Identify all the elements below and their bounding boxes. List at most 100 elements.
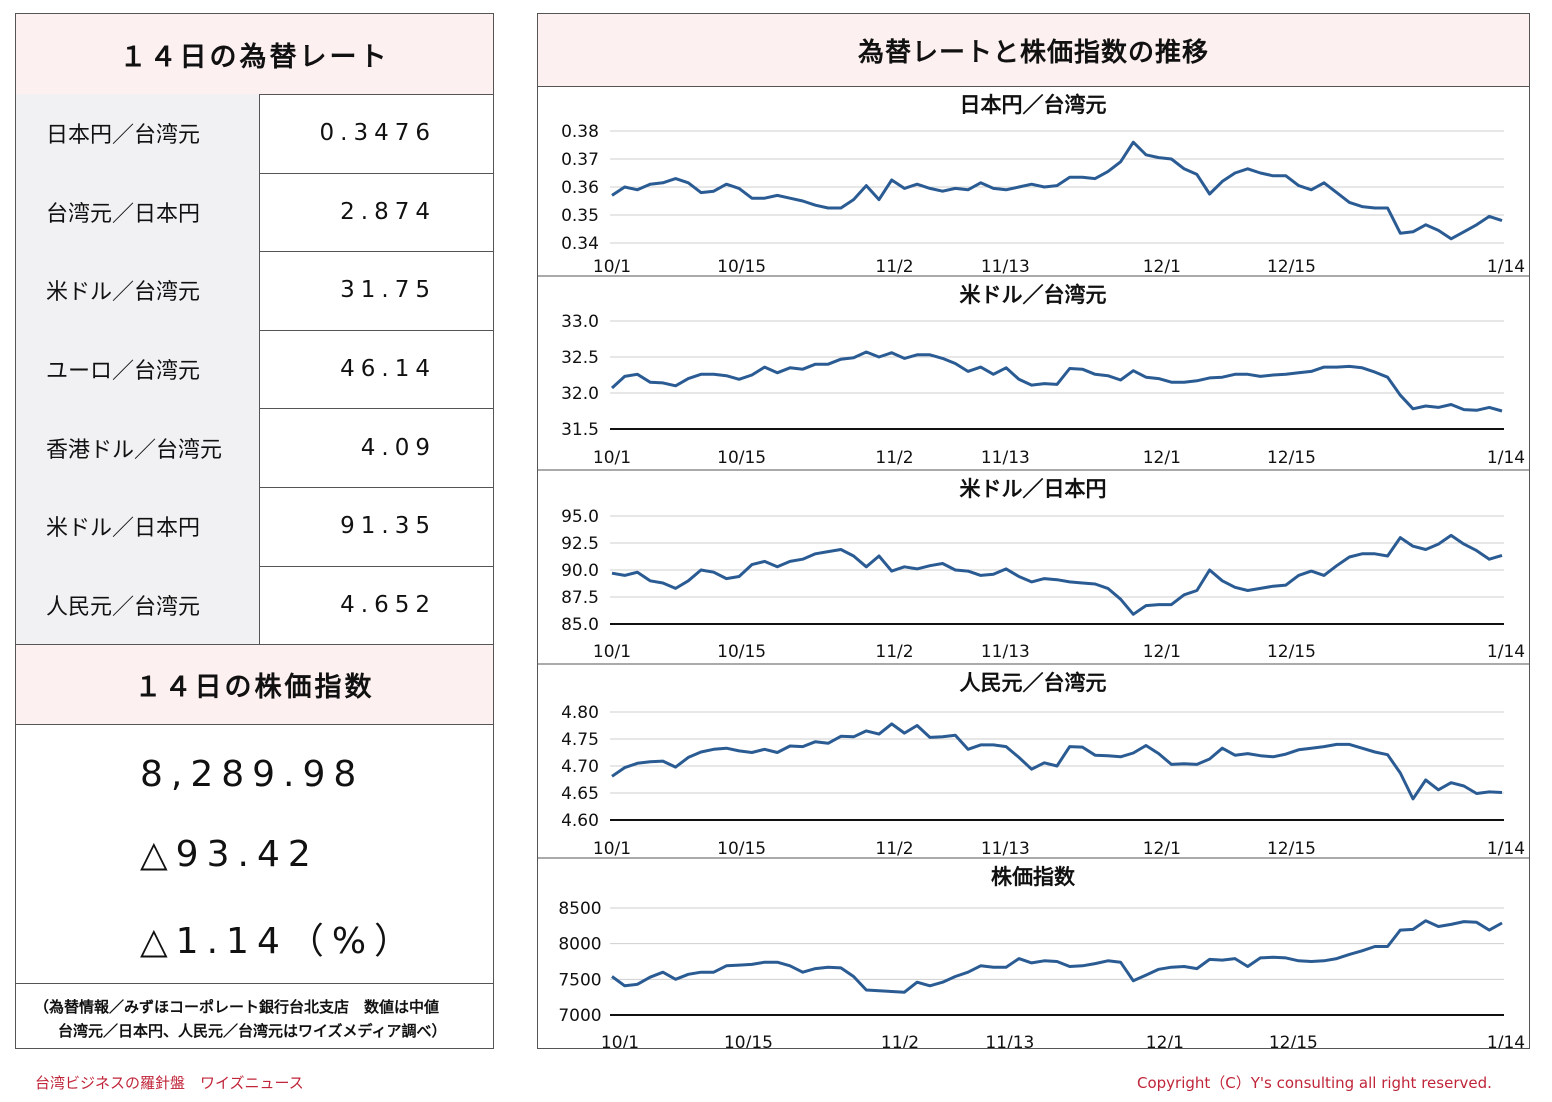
x-tick-label: 1/14	[1487, 448, 1525, 468]
y-tick-label: 7500	[558, 970, 601, 990]
rate-value: 4.09	[360, 434, 436, 461]
rate-label: ユーロ／台湾元	[16, 329, 260, 409]
rate-value: 46.14	[340, 356, 436, 383]
rate-value: 2.874	[340, 198, 436, 225]
x-tick-label: 11/2	[875, 257, 913, 277]
y-tick-label: 92.5	[561, 534, 599, 554]
x-tick-label: 11/13	[981, 448, 1030, 468]
note-divider	[16, 983, 493, 984]
chart-title: 米ドル／日本円	[960, 477, 1107, 501]
x-tick-label: 11/2	[875, 642, 913, 662]
rate-value: 4.652	[340, 591, 436, 618]
chart-title: 株価指数	[991, 865, 1076, 889]
y-tick-label: 4.75	[561, 730, 599, 750]
x-tick-label: 1/14	[1487, 1033, 1525, 1048]
y-tick-label: 4.80	[561, 703, 599, 723]
x-tick-label: 10/1	[601, 1033, 639, 1048]
x-tick-label: 11/2	[881, 1033, 919, 1048]
chart-3: 米ドル／日本円 85.0 87.5 90.0 92.5 95.0 10/1 10/15 11/2…	[538, 469, 1529, 662]
x-tick-label: 11/13	[981, 642, 1030, 662]
x-tick-label: 12/15	[1267, 448, 1316, 468]
rate-label: 日本円／台湾元	[16, 94, 260, 173]
x-tick-label: 10/15	[717, 642, 766, 662]
chart-4: 人民元／台湾元 4.60 4.65 4.70 4.75 4.80 10/1 10/15 11/2…	[538, 663, 1529, 859]
x-tick-label: 10/1	[593, 839, 631, 859]
rate-label: 香港ドル／台湾元	[16, 408, 260, 487]
x-tick-label: 10/15	[717, 257, 766, 277]
x-tick-label: 10/1	[593, 642, 631, 662]
x-tick-label: 12/15	[1267, 257, 1316, 277]
chart-title: 人民元／台湾元	[960, 671, 1107, 695]
x-tick-label: 12/1	[1143, 642, 1181, 662]
charts-panel: 為替レートと株価指数の推移 日本円／台湾元 0.34 0.35 0.36 0.37 0.3…	[537, 13, 1530, 1049]
rate-row: 日本円／台湾元 0.3476	[16, 94, 493, 174]
x-tick-label: 10/15	[717, 448, 766, 468]
x-tick-label: 12/1	[1143, 448, 1181, 468]
rate-row: 米ドル／台湾元 31.75	[16, 251, 493, 331]
y-tick-label: 7000	[558, 1006, 601, 1026]
x-tick-label: 12/15	[1269, 1033, 1318, 1048]
chart-5: 株価指数 7000 7500 8000 8500 10/1 10/15 11/2 11/13 12…	[538, 857, 1529, 1048]
footer-brand: 台湾ビジネスの羅針盤 ワイズニュース	[35, 1074, 304, 1092]
x-tick-label: 11/13	[985, 1033, 1034, 1048]
rates-panel: １４日の為替レート 日本円／台湾元 0.3476 台湾元／日本円 2.874 米ドル／台…	[15, 13, 494, 1049]
rate-value: 91.35	[340, 513, 436, 540]
chart-title: 日本円／台湾元	[960, 93, 1107, 117]
x-tick-label: 1/14	[1487, 257, 1525, 277]
y-tick-label: 87.5	[561, 588, 599, 608]
series-line	[610, 350, 1503, 413]
y-tick-label: 8500	[558, 899, 601, 919]
x-tick-label: 1/14	[1487, 642, 1525, 662]
y-tick-label: 4.60	[561, 811, 599, 831]
y-tick-label: 32.5	[561, 348, 599, 368]
x-tick-label: 11/13	[981, 257, 1030, 277]
x-tick-label: 12/1	[1143, 839, 1181, 859]
rate-row: ユーロ／台湾元 46.14	[16, 329, 493, 410]
rates-title: １４日の為替レート	[16, 14, 493, 95]
x-tick-label: 10/15	[724, 1033, 773, 1048]
rate-row: 香港ドル／台湾元 4.09	[16, 408, 493, 488]
x-tick-label: 10/1	[593, 448, 631, 468]
series-line	[611, 140, 1503, 241]
x-tick-label: 12/1	[1146, 1033, 1184, 1048]
rate-label: 米ドル／日本円	[16, 487, 260, 566]
series-line	[611, 533, 1503, 616]
index-change-pct: △1.14（%）	[140, 921, 419, 962]
charts-svg: 日本円／台湾元 0.34 0.35 0.36 0.37 0.38 10/1 10/15 11/2…	[538, 93, 1529, 1048]
rate-value: 31.75	[340, 277, 436, 304]
source-note-line1: （為替情報／みずほコーポレート銀行台北支店 数値は中値	[34, 998, 440, 1016]
y-tick-label: 90.0	[561, 561, 599, 581]
y-tick-label: 33.0	[561, 312, 599, 332]
index-title: １４日の株価指数	[16, 644, 493, 725]
y-tick-label: 4.70	[561, 757, 599, 777]
y-tick-label: 8000	[558, 935, 601, 955]
charts-title: 為替レートと株価指数の推移	[538, 14, 1529, 87]
rate-label: 人民元／台湾元	[16, 565, 260, 645]
index-change: △93.42	[140, 834, 319, 875]
chart-1: 日本円／台湾元 0.34 0.35 0.36 0.37 0.38 10/1 10/15 11/2…	[561, 93, 1525, 277]
y-tick-label: 0.36	[561, 178, 599, 198]
x-tick-label: 1/14	[1487, 839, 1525, 859]
index-value: 8,289.98	[140, 754, 365, 795]
rate-row: 米ドル／日本円 91.35	[16, 487, 493, 567]
rate-row: 台湾元／日本円 2.874	[16, 172, 493, 253]
x-tick-label: 11/2	[875, 448, 913, 468]
rate-value: 0.3476	[319, 120, 436, 147]
rate-label: 台湾元／日本円	[16, 172, 260, 252]
footer-copyright: Copyright（C）Y's consulting all right res…	[1137, 1074, 1492, 1092]
series-line	[611, 722, 1503, 801]
y-tick-label: 0.38	[561, 122, 599, 142]
x-tick-label: 12/15	[1267, 839, 1316, 859]
y-tick-label: 95.0	[561, 507, 599, 527]
y-tick-label: 0.35	[561, 206, 599, 226]
x-tick-label: 12/1	[1143, 257, 1181, 277]
x-tick-label: 11/2	[875, 839, 913, 859]
rate-row: 人民元／台湾元 4.652	[16, 565, 493, 646]
x-tick-label: 12/15	[1267, 642, 1316, 662]
y-tick-label: 4.65	[561, 784, 599, 804]
series-line	[611, 919, 1503, 994]
x-tick-label: 11/13	[981, 839, 1030, 859]
source-note-line2: 台湾元／日本円、人民元／台湾元はワイズメディア調べ）	[58, 1022, 447, 1040]
x-tick-label: 10/1	[593, 257, 631, 277]
y-tick-label: 0.34	[561, 234, 599, 254]
